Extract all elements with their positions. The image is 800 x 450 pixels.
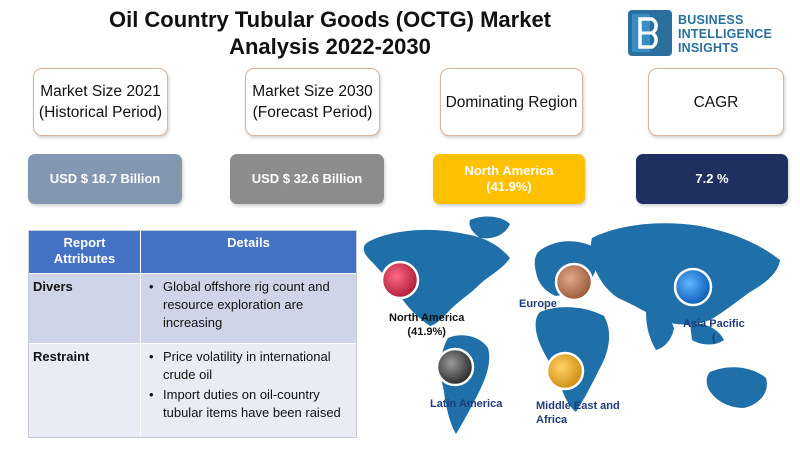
metric-value-line-2: (41.9%) <box>486 179 532 194</box>
region-label-asia-pacific: Asia Pacific ( <box>683 317 745 345</box>
logo-mark-icon <box>628 10 672 56</box>
brand-name: BUSINESS INTELLIGENCE INSIGHTS <box>678 13 772 55</box>
detail-bullet: Import duties on oil-country tubular ite… <box>149 386 350 422</box>
metric-value-market-size-2021: USD $ 18.7 Billion <box>28 154 182 204</box>
metric-label-line-1: Market Size 2030 <box>252 83 373 100</box>
metric-value-line-1: USD $ 32.6 Billion <box>251 171 363 186</box>
marker-north-america-icon <box>380 260 420 300</box>
region-name-line-1: North America <box>389 312 465 324</box>
marker-europe-icon <box>554 262 594 302</box>
header-details: Details <box>227 235 270 250</box>
metric-label-line-2: (Forecast Period) <box>252 104 373 121</box>
brand-line-1: BUSINESS <box>678 13 744 27</box>
continent-greenland <box>469 216 510 239</box>
region-label-europe: Europe <box>519 297 557 311</box>
metric-label-cagr: CAGR <box>648 68 784 136</box>
region-name-line-1: Middle East and <box>536 400 620 412</box>
region-label-middle-east-africa: Middle East and Africa <box>536 399 620 427</box>
region-name-line-2: Africa <box>536 414 568 426</box>
metric-label-line-1: Market Size 2021 <box>40 83 161 100</box>
report-attributes-table: Report Attributes Details Divers Global … <box>28 230 357 438</box>
title-line-1: Oil Country Tubular Goods (OCTG) Market <box>108 7 552 32</box>
region-name-line-1: Latin America <box>430 398 503 410</box>
brand-line-3: INSIGHTS <box>678 41 739 55</box>
continent-australia <box>706 367 767 408</box>
detail-bullet: Price volatility in international crude … <box>149 348 350 384</box>
header-col1-line-1: Report <box>63 235 106 250</box>
metric-value-cagr: 7.2 % <box>636 154 788 204</box>
table-row: Divers Global offshore rig count and res… <box>29 273 356 343</box>
region-name-line-1: Europe <box>519 298 557 310</box>
row-details: Price volatility in international crude … <box>141 344 356 437</box>
metric-label-line-1: Dominating Region <box>445 93 578 111</box>
region-name-line-2: (41.9%) <box>407 326 446 338</box>
region-name-line-2: ( <box>712 332 716 344</box>
metric-value-line-1: North America <box>464 163 554 178</box>
metric-label-line-1: CAGR <box>693 93 739 111</box>
marker-middle-east-africa-icon <box>545 351 585 391</box>
metric-value-market-size-2030: USD $ 32.6 Billion <box>230 154 384 204</box>
header-col1-line-2: Attributes <box>53 251 116 266</box>
brand-logo: BUSINESS INTELLIGENCE INSIGHTS <box>628 10 793 58</box>
metric-label-market-size-2030: Market Size 2030 (Forecast Period) <box>245 68 380 136</box>
row-attribute: Divers <box>29 274 141 343</box>
row-details: Global offshore rig count and resource e… <box>141 274 356 343</box>
table-row: Restraint Price volatility in internatio… <box>29 343 356 437</box>
metric-label-dominating-region: Dominating Region <box>440 68 583 136</box>
marker-asia-pacific-icon <box>673 267 713 307</box>
header-report-attributes: Report Attributes <box>29 231 141 273</box>
world-map <box>363 216 780 434</box>
continent-south-asia <box>646 311 674 350</box>
row-attribute: Restraint <box>29 344 141 437</box>
metric-label-market-size-2021: Market Size 2021 (Historical Period) <box>33 68 168 136</box>
metric-value-dominating-region: North America (41.9%) <box>433 154 585 204</box>
metric-value-line-1: 7.2 % <box>695 171 729 186</box>
metric-label-line-2: (Historical Period) <box>38 104 163 121</box>
region-name-line-1: Asia Pacific <box>683 318 745 330</box>
continent-southeast-asia <box>690 323 724 345</box>
page-title: Oil Country Tubular Goods (OCTG) Market … <box>60 6 600 60</box>
title-line-2: Analysis 2022-2030 <box>229 34 431 59</box>
detail-bullet: Global offshore rig count and resource e… <box>149 278 350 332</box>
brand-line-2: INTELLIGENCE <box>678 27 773 41</box>
marker-latin-america-icon <box>435 347 475 387</box>
metric-value-line-1: USD $ 18.7 Billion <box>49 171 161 186</box>
region-label-latin-america: Latin America <box>430 397 502 411</box>
region-label-north-america: North America (41.9%) <box>389 311 464 339</box>
table-header: Report Attributes Details <box>29 231 356 273</box>
continent-north-america <box>363 229 510 326</box>
